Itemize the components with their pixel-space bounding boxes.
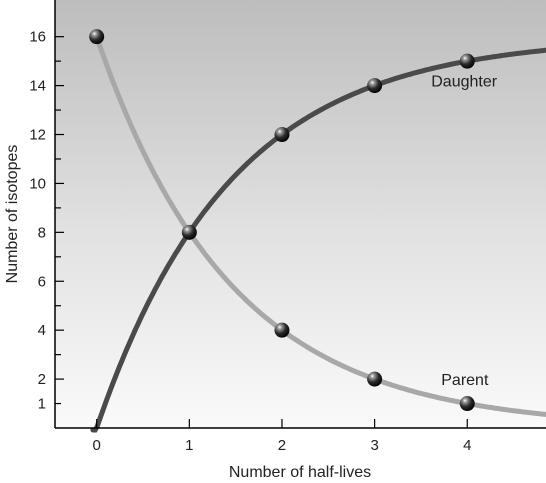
y-tick-label: 14: [29, 78, 46, 95]
y-tick-label: 2: [38, 371, 46, 388]
data-point: [459, 53, 475, 69]
y-tick-label: 10: [29, 175, 46, 192]
data-point: [274, 127, 290, 143]
data-point: [181, 224, 197, 240]
x-tick-label: 2: [278, 437, 286, 454]
y-tick-label: 12: [29, 127, 46, 144]
y-axis-title: Number of isotopes: [4, 145, 21, 284]
data-point: [89, 29, 105, 45]
tick-marks: [55, 36, 468, 428]
y-tick-label: 6: [38, 273, 46, 290]
x-tick-label: 4: [463, 437, 471, 454]
x-axis-title: Number of half-lives: [229, 464, 371, 481]
y-tick-label: 4: [38, 322, 46, 339]
plot-area: [55, 0, 546, 428]
parent-label: Parent: [441, 372, 489, 389]
y-tick-label: 1: [38, 396, 46, 413]
data-markers: [89, 29, 475, 412]
x-tick-label: 1: [185, 437, 193, 454]
data-point: [274, 322, 290, 338]
y-tick-label: 8: [38, 224, 46, 241]
axes: [54, 0, 546, 429]
data-point: [367, 371, 383, 387]
daughter-label: Daughter: [431, 74, 497, 91]
x-tick-label: 0: [93, 437, 101, 454]
data-point: [367, 78, 383, 94]
x-tick-label: 3: [370, 437, 378, 454]
data-point: [459, 396, 475, 412]
y-tick-label: 16: [29, 29, 46, 46]
